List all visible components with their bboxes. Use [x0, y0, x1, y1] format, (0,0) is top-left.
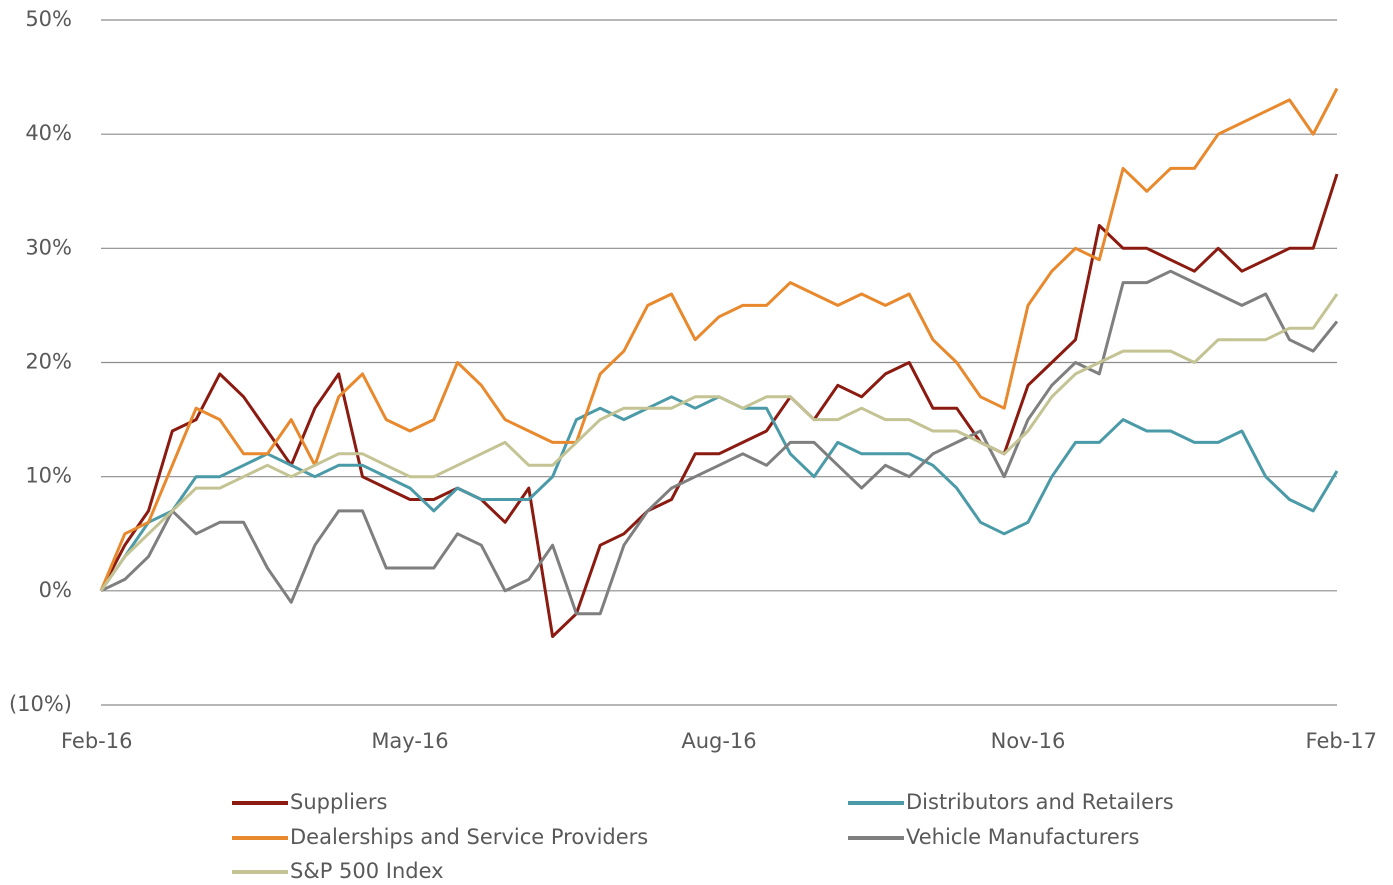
- y-tick-label: 40%: [25, 121, 72, 145]
- series-line: [99, 293, 1339, 592]
- x-tick-label: May-16: [371, 729, 448, 753]
- legend-label: Distributors and Retailers: [906, 790, 1174, 814]
- x-tick-label: Feb-16: [61, 729, 132, 753]
- x-tick-label: Feb-17: [1306, 729, 1377, 753]
- x-tick-label: Aug-16: [681, 729, 756, 753]
- x-tick-label: Nov-16: [991, 729, 1066, 753]
- y-tick-label: 20%: [25, 350, 72, 374]
- y-tick-label: 0%: [39, 578, 72, 602]
- y-tick-label: 30%: [25, 235, 72, 259]
- series-line: [99, 173, 1339, 638]
- legend-label: Suppliers: [290, 790, 387, 814]
- series-line: [100, 269, 1339, 616]
- series-line: [99, 87, 1339, 592]
- legend-label: S&P 500 Index: [290, 859, 444, 883]
- y-tick-label: (10%): [9, 692, 72, 716]
- y-tick-label: 50%: [25, 7, 72, 31]
- legend-label: Dealerships and Service Providers: [290, 825, 648, 849]
- y-tick-label: 10%: [25, 464, 72, 488]
- legend-label: Vehicle Manufacturers: [906, 825, 1139, 849]
